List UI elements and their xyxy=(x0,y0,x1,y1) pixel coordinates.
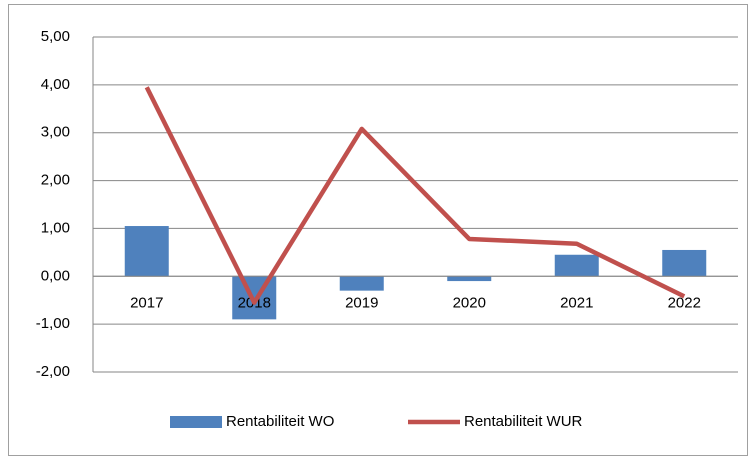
legend-label: Rentabiliteit WUR xyxy=(464,413,583,430)
y-tick-label: -1,00 xyxy=(36,315,70,332)
bar xyxy=(447,276,492,282)
y-tick-label: -2,00 xyxy=(36,363,70,380)
bar xyxy=(554,254,599,277)
legend-label: Rentabiliteit WO xyxy=(226,413,334,430)
x-tick-label: 2019 xyxy=(345,294,378,311)
chart-border xyxy=(8,4,748,456)
line xyxy=(144,86,686,305)
y-tick-label: 1,00 xyxy=(41,219,70,236)
x-tick-label: 2017 xyxy=(130,294,163,311)
x-tick-label: 2020 xyxy=(453,294,486,311)
bar xyxy=(124,226,169,277)
y-tick-label: 4,00 xyxy=(41,76,70,93)
bar xyxy=(662,249,707,277)
x-tick-label: 2021 xyxy=(560,294,593,311)
y-tick-label: 5,00 xyxy=(41,28,70,45)
y-tick-label: 3,00 xyxy=(41,124,70,141)
bar xyxy=(339,276,384,291)
y-tick-label: 2,00 xyxy=(41,172,70,189)
y-tick-label: 0,00 xyxy=(41,267,70,284)
legend-swatch xyxy=(170,416,222,428)
x-tick-label: 2022 xyxy=(668,294,701,311)
